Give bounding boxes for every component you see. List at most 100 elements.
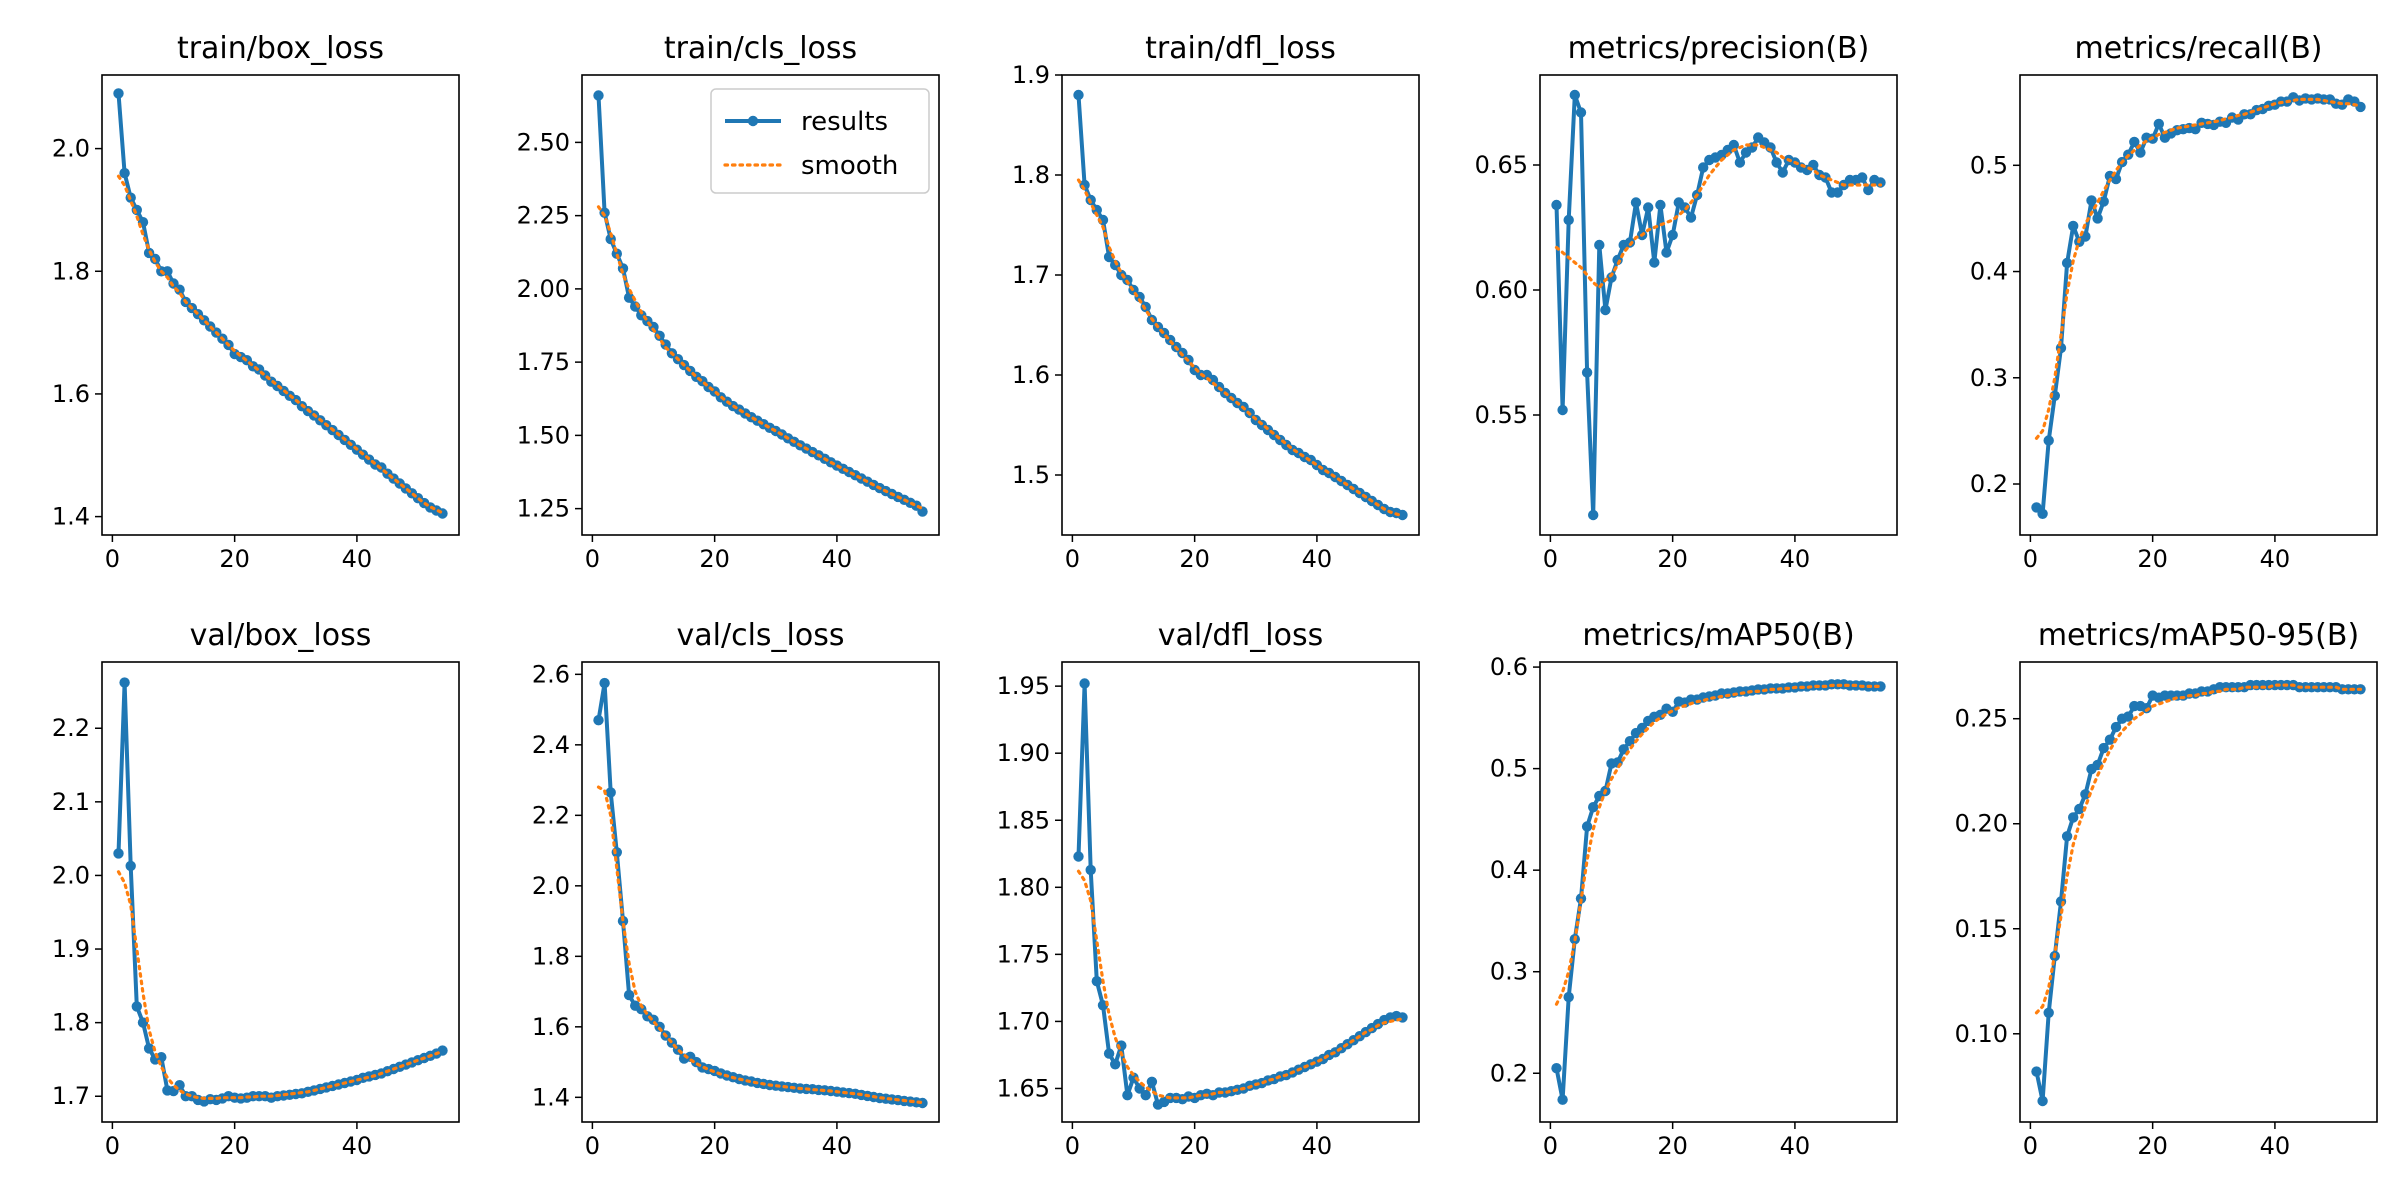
results-point xyxy=(1649,257,1660,268)
subplot-title: val/dfl_loss xyxy=(1158,618,1323,653)
results-point xyxy=(2043,1007,2054,1018)
axes-frame xyxy=(1061,661,1420,1123)
y-tick-label: 0.5 xyxy=(1490,755,1528,783)
legend-label: results xyxy=(801,107,888,137)
y-tick-label: 1.65 xyxy=(997,1074,1050,1102)
subplot-10: metrics/mAP50-95(B) 0 20 40 0.10 0.15 0.20 0.25 xyxy=(1955,618,2378,1160)
results-point xyxy=(137,1017,149,1028)
results-point xyxy=(1734,157,1746,168)
results-point xyxy=(1073,89,1084,101)
results-point xyxy=(2061,257,2073,269)
axes-frame xyxy=(581,74,940,536)
results-point xyxy=(654,330,665,341)
results-point xyxy=(1832,187,1843,198)
results-point xyxy=(1085,864,1096,876)
subplot-2: train/cls_loss 0 20 40 1.25 1.50 1.75 2.00 2.25 2… xyxy=(517,31,940,573)
results-point xyxy=(1606,272,1617,283)
results-line xyxy=(2034,683,2361,1103)
x-tick-label: 20 xyxy=(219,1132,250,1160)
results-point xyxy=(162,266,173,277)
results-point xyxy=(2153,118,2164,130)
results-point xyxy=(1557,1094,1568,1105)
subplot-4: metrics/precision(B) 0 20 40 0.55 0.60 0.65 xyxy=(1475,31,1898,573)
y-tick-label: 2.1 xyxy=(52,788,90,816)
results-point xyxy=(1661,247,1672,258)
y-tick-label: 1.8 xyxy=(532,942,570,970)
y-tick-label: 2.25 xyxy=(517,202,570,230)
results-line xyxy=(1076,94,1404,517)
axes-frame xyxy=(101,661,460,1123)
legend-results-marker xyxy=(747,115,759,127)
y-tick-label: 0.6 xyxy=(1490,653,1528,681)
y-tick-label: 1.75 xyxy=(997,940,1050,968)
y-tick-label: 0.60 xyxy=(1475,276,1528,304)
results-point xyxy=(1685,212,1697,223)
results-point xyxy=(1667,229,1678,241)
results-point xyxy=(593,715,604,726)
results-point xyxy=(2104,734,2116,745)
legend-box xyxy=(710,88,930,194)
y-tick-label: 1.8 xyxy=(52,1009,90,1037)
y-tick-label: 1.4 xyxy=(532,1083,570,1111)
y-tick-label: 1.9 xyxy=(52,935,90,963)
axes-frame xyxy=(1061,74,1420,536)
smooth-line xyxy=(2034,97,2363,440)
results-point xyxy=(2110,721,2122,733)
y-tick-label: 2.0 xyxy=(532,872,570,900)
results-point xyxy=(623,292,635,303)
x-tick-label: 0 xyxy=(1065,545,1080,573)
y-tick-label: 1.25 xyxy=(517,495,570,523)
plot-area xyxy=(113,677,448,1107)
y-tick-label: 1.75 xyxy=(517,348,570,376)
results-point xyxy=(174,284,185,295)
results-point xyxy=(143,1043,155,1054)
results-point xyxy=(2043,435,2054,446)
results-point xyxy=(1563,214,1574,226)
y-tick-label: 2.0 xyxy=(52,861,90,889)
results-point xyxy=(1079,678,1090,689)
results-point xyxy=(113,848,124,859)
y-tick-label: 2.2 xyxy=(532,801,570,829)
y-tick-label: 0.3 xyxy=(1490,958,1528,986)
plot-area xyxy=(2031,92,2366,519)
results-point xyxy=(2141,703,2152,714)
y-tick-label: 2.2 xyxy=(52,714,90,742)
results-point xyxy=(1655,199,1666,211)
axes-frame xyxy=(101,74,460,536)
y-tick-label: 2.4 xyxy=(532,731,570,759)
subplot-title: metrics/mAP50(B) xyxy=(1582,618,1854,653)
plot-area xyxy=(593,90,928,517)
smooth-line xyxy=(1076,178,1405,518)
subplot-title: train/cls_loss xyxy=(664,31,857,66)
results-point xyxy=(1777,167,1788,178)
smooth-line xyxy=(596,205,925,511)
plot-area xyxy=(1073,89,1408,521)
results-point xyxy=(2098,196,2109,207)
y-tick-label: 0.55 xyxy=(1475,401,1528,429)
x-tick-label: 40 xyxy=(2260,1132,2291,1160)
axes-frame xyxy=(1539,74,1898,536)
y-tick-label: 1.80 xyxy=(997,873,1050,901)
plot-area xyxy=(1073,678,1408,1110)
results-point xyxy=(131,1001,142,1012)
results-point xyxy=(113,88,124,99)
y-tick-label: 0.5 xyxy=(1970,151,2008,179)
plot-area xyxy=(2031,679,2366,1107)
results-point xyxy=(917,1097,928,1109)
x-tick-label: 20 xyxy=(2137,1132,2168,1160)
results-point xyxy=(623,989,635,1001)
subplot-7: val/cls_loss 0 20 40 1.4 1.6 1.8 2.0 2.2 2.4 2.6 xyxy=(532,618,940,1160)
y-tick-label: 2.0 xyxy=(52,135,90,163)
results-point xyxy=(119,167,130,179)
results-point xyxy=(2061,831,2073,842)
y-tick-label: 0.25 xyxy=(1955,705,2008,733)
results-point xyxy=(2037,1095,2048,1107)
results-point xyxy=(2355,101,2366,113)
x-tick-label: 40 xyxy=(1780,1132,1811,1160)
results-point xyxy=(1875,177,1886,188)
smooth-line xyxy=(1554,143,1883,290)
results-point xyxy=(611,248,622,259)
y-tick-label: 0.2 xyxy=(1970,470,2008,498)
results-point xyxy=(1875,681,1886,692)
